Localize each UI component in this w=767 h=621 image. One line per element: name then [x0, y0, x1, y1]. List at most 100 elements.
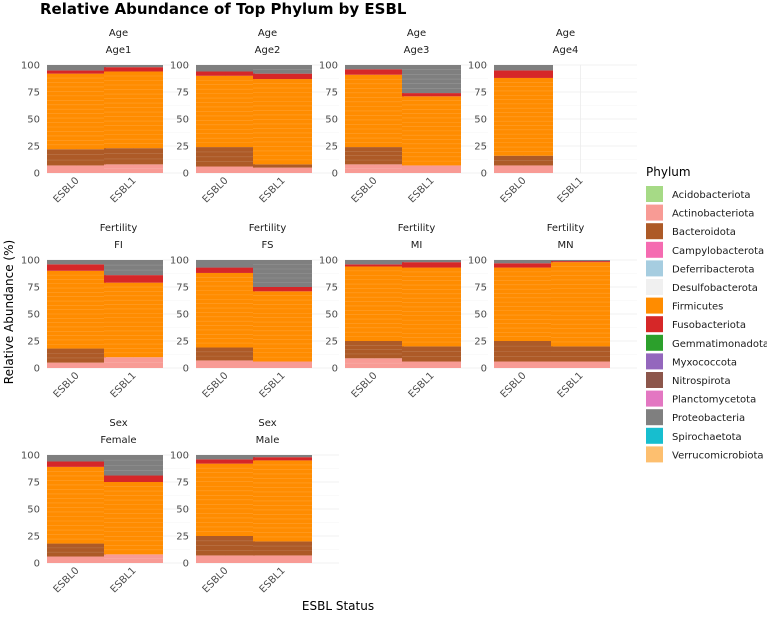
- y-tick-label: 100: [468, 256, 487, 267]
- y-tick-label: 0: [183, 169, 189, 180]
- bar-segment: [104, 455, 163, 476]
- facet-strip-label: Fertility: [100, 223, 138, 234]
- bar-segment: [253, 65, 312, 74]
- y-tick-label: 100: [319, 61, 338, 72]
- bar-segment: [345, 147, 404, 165]
- y-tick-label: 50: [176, 115, 189, 126]
- legend-swatch: [646, 409, 663, 426]
- bar-segment: [47, 165, 106, 173]
- x-tick-label: ESBL1: [109, 565, 139, 595]
- stacked-bar: [494, 260, 553, 368]
- bar-segment: [47, 65, 106, 71]
- bar-segment: [345, 74, 404, 148]
- y-tick-label: 100: [170, 61, 189, 72]
- bar-segment: [196, 536, 255, 556]
- x-tick-label: ESBL1: [407, 175, 437, 205]
- bar-segment: [196, 555, 255, 563]
- bar-segment: [253, 291, 312, 362]
- stacked-bar: [104, 455, 163, 563]
- legend-swatch: [646, 297, 663, 314]
- stacked-bar: [253, 65, 312, 173]
- y-tick-label: 25: [176, 532, 189, 543]
- y-tick-label: 50: [474, 115, 487, 126]
- bar-segment: [345, 264, 404, 267]
- bar-segment: [253, 361, 312, 368]
- stacked-bar: [104, 65, 163, 173]
- bar-segment: [402, 267, 461, 347]
- legend-item: Planctomycetota: [646, 390, 756, 407]
- x-tick-label: ESBL0: [350, 175, 380, 205]
- legend-item: Deferribacterota: [646, 260, 754, 277]
- legend-label: Planctomycetota: [672, 395, 756, 406]
- bar-segment: [402, 346, 461, 362]
- bar-segment: [47, 264, 106, 271]
- legend-label: Deferribacterota: [672, 264, 754, 275]
- bar-segment: [104, 282, 163, 358]
- facet-strip-label: Age3: [404, 45, 430, 56]
- y-tick-label: 75: [27, 478, 40, 489]
- bar-segment: [402, 93, 461, 97]
- y-tick-label: 100: [21, 61, 40, 72]
- y-tick-label: 50: [27, 505, 40, 516]
- y-tick-label: 25: [474, 337, 487, 348]
- legend-swatch: [646, 427, 663, 444]
- x-tick-label: ESBL0: [350, 370, 380, 400]
- bar-segment: [196, 267, 255, 273]
- stacked-bar: [47, 65, 106, 173]
- legend-item: Fusobacteriota: [646, 316, 746, 333]
- bar-segment: [47, 455, 106, 462]
- legend-swatch: [646, 372, 663, 388]
- facet-strip-label: Age2: [255, 45, 281, 56]
- bar-segment: [47, 260, 106, 265]
- y-tick-label: 75: [176, 478, 189, 489]
- x-tick-label: ESBL1: [258, 175, 288, 205]
- stacked-bar: [253, 455, 312, 563]
- bar-segment: [196, 455, 255, 460]
- legend-item: Nitrospirota: [646, 372, 731, 388]
- x-tick-label: ESBL0: [499, 370, 529, 400]
- bar-segment: [402, 260, 461, 263]
- bar-segment: [253, 457, 312, 461]
- legend-item: Verrucomicrobiota: [646, 446, 764, 463]
- x-tick-label: ESBL0: [52, 370, 82, 400]
- y-tick-label: 50: [474, 310, 487, 321]
- bar-segment: [345, 266, 404, 341]
- legend-swatch: [646, 334, 663, 351]
- facet-panel: Age Age1 0 25 50 75 100 ESBL0 ESBL1: [21, 28, 190, 205]
- legend-item: Myxococcota: [646, 353, 737, 370]
- bar-segment: [47, 270, 106, 349]
- bar-segment: [104, 554, 163, 563]
- y-tick-label: 75: [474, 283, 487, 294]
- y-tick-label: 50: [325, 115, 338, 126]
- bar-segment: [494, 155, 553, 166]
- y-tick-label: 75: [325, 283, 338, 294]
- stacked-bar: [345, 65, 404, 173]
- y-tick-label: 0: [183, 364, 189, 375]
- bar-segment: [345, 260, 404, 265]
- y-tick-label: 25: [176, 142, 189, 153]
- bar-segment: [47, 461, 106, 467]
- bar-segment: [196, 459, 255, 464]
- bar-segment: [253, 460, 312, 542]
- legend-item: Gemmatimonadota: [646, 334, 767, 351]
- bar-segment: [47, 70, 106, 74]
- y-tick-label: 100: [170, 451, 189, 462]
- x-tick-label: ESBL1: [556, 370, 586, 400]
- legend-swatch: [646, 204, 663, 221]
- legend-label: Fusobacteriota: [672, 320, 746, 331]
- facet-strip-label: Age4: [553, 45, 579, 56]
- bar-segment: [104, 148, 163, 165]
- bar-segment: [253, 167, 312, 173]
- legend-label: Myxococcota: [672, 357, 737, 368]
- legend-swatch: [646, 260, 663, 277]
- stacked-bar: [345, 260, 404, 368]
- facet-panel: Age Age3 0 25 50 75 100 ESBL0 ESBL1: [319, 28, 488, 205]
- y-tick-label: 25: [27, 532, 40, 543]
- y-tick-label: 25: [474, 142, 487, 153]
- legend-item: Actinobacteriota: [646, 204, 754, 221]
- y-tick-label: 50: [176, 505, 189, 516]
- bar-segment: [494, 263, 553, 268]
- y-tick-label: 0: [332, 169, 338, 180]
- stacked-bar: [47, 455, 106, 563]
- legend-item: Desulfobacterota: [646, 279, 758, 295]
